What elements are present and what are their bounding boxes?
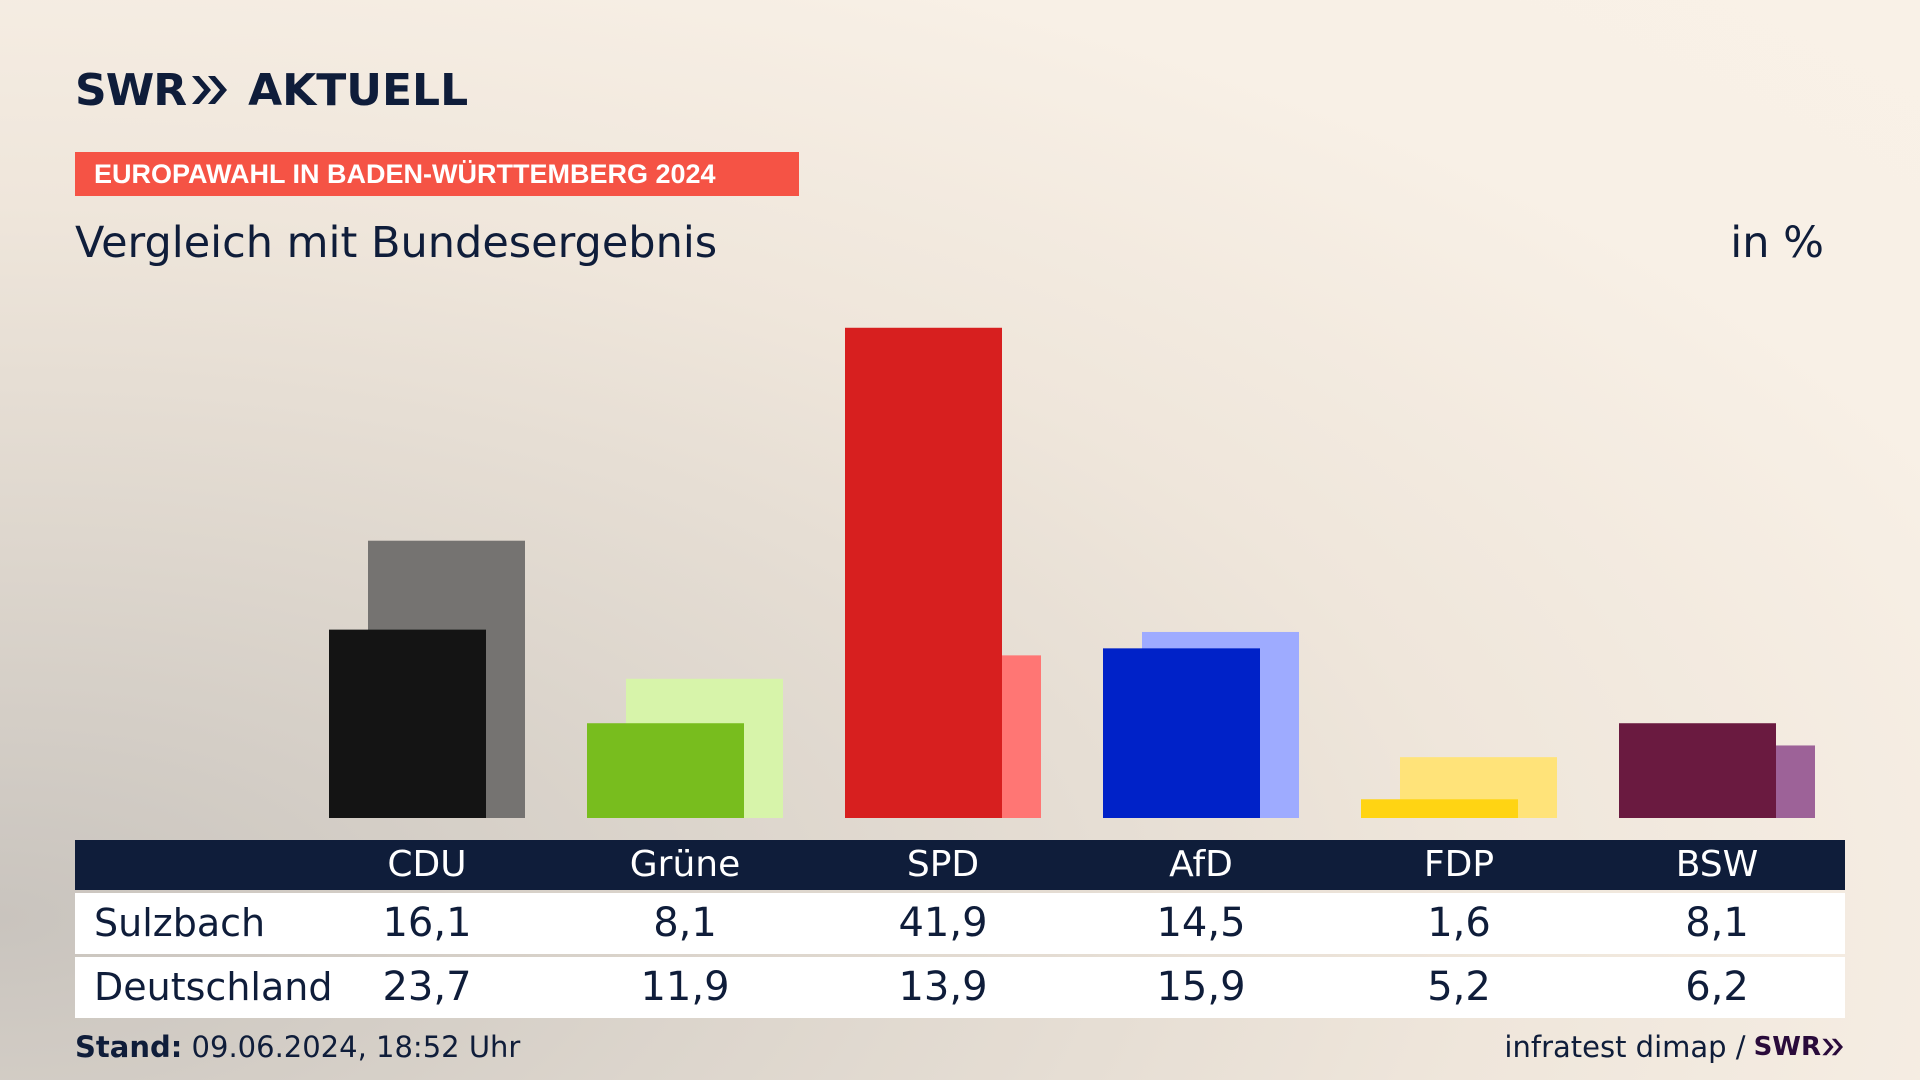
value-deutschland-cdu: 23,7: [382, 964, 472, 1010]
swr-logo: SWR: [75, 65, 230, 116]
bar-sulzbach-fdp: [1361, 799, 1518, 818]
table-row-deutschland: Deutschland 23,7 11,9 13,9 15,9 5,2 6,2: [75, 957, 1845, 1018]
party-header-afd: AfD: [1169, 844, 1233, 885]
swr-logo-text: SWR: [75, 64, 187, 116]
value-sulzbach-bsw: 8,1: [1685, 900, 1749, 946]
source-credit: infratest dimap / SWR: [1504, 1030, 1845, 1064]
swr-aktuell-logo: SWR AKTUELL: [75, 62, 468, 118]
value-deutschland-spd: 13,9: [898, 964, 988, 1010]
election-banner: EUROPAWAHL IN BADEN-WÜRTTEMBERG 2024: [75, 152, 799, 196]
bar-sulzbach-grüne: [587, 723, 744, 818]
party-header-grüne: Grüne: [629, 844, 741, 885]
value-deutschland-grüne: 11,9: [640, 964, 730, 1010]
table-header-row: CDU Grüne SPD AfD FDP BSW: [75, 840, 1845, 890]
table-header-corner: [75, 840, 325, 890]
value-sulzbach-spd: 41,9: [898, 900, 988, 946]
source-text: infratest dimap /: [1504, 1030, 1746, 1064]
chevrons-icon: [192, 76, 228, 104]
swr-small-logo-text: SWR: [1753, 1032, 1821, 1062]
unit-label: in %: [1730, 218, 1824, 268]
swr-small-logo: SWR: [1754, 1032, 1845, 1062]
aktuell-logo-text: AKTUELL: [248, 64, 469, 116]
value-deutschland-bsw: 6,2: [1685, 964, 1749, 1010]
party-header-cdu: CDU: [387, 844, 467, 885]
value-deutschland-fdp: 5,2: [1427, 964, 1491, 1010]
party-header-bsw: BSW: [1675, 844, 1759, 885]
value-deutschland-afd: 15,9: [1156, 964, 1246, 1010]
party-header-fdp: FDP: [1423, 844, 1495, 885]
timestamp: Stand: 09.06.2024, 18:52 Uhr: [75, 1030, 520, 1064]
value-sulzbach-cdu: 16,1: [382, 900, 472, 946]
party-header-spd: SPD: [906, 844, 980, 885]
bar-sulzbach-bsw: [1619, 723, 1776, 818]
bar-chart: [329, 327, 1815, 818]
row-label: Sulzbach: [94, 901, 266, 945]
table-row-sulzbach: Sulzbach 16,1 8,1 41,9 14,5 1,6 8,1: [75, 893, 1845, 954]
value-sulzbach-afd: 14,5: [1156, 900, 1246, 946]
bar-sulzbach-afd: [1103, 648, 1260, 818]
chart-subtitle: Vergleich mit Bundesergebnis: [75, 218, 718, 268]
bar-sulzbach-spd: [845, 327, 1002, 818]
chevrons-small-icon: [1822, 1038, 1843, 1056]
value-sulzbach-grüne: 8,1: [653, 900, 717, 946]
results-table: CDU Grüne SPD AfD FDP BSW Sulzbach 16,1 8,1 41,…: [75, 840, 1845, 1018]
timestamp-value: 09.06.2024, 18:52 Uhr: [182, 1030, 521, 1064]
row-label: Deutschland: [94, 965, 333, 1009]
value-sulzbach-fdp: 1,6: [1427, 900, 1491, 946]
timestamp-label: Stand:: [75, 1030, 183, 1064]
bar-sulzbach-cdu: [329, 629, 486, 818]
